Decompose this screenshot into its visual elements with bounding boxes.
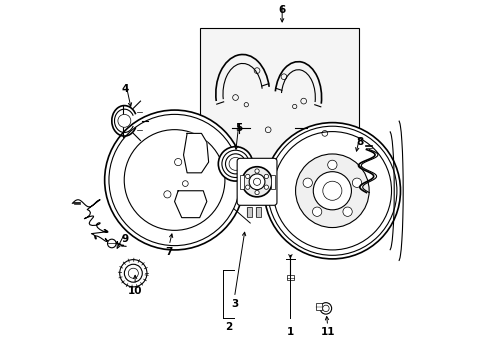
Circle shape [264, 174, 268, 179]
Circle shape [245, 174, 249, 179]
Circle shape [264, 123, 400, 259]
Circle shape [320, 303, 331, 314]
Circle shape [228, 157, 242, 170]
Text: 2: 2 [224, 322, 231, 332]
Circle shape [254, 169, 259, 173]
Circle shape [303, 178, 312, 188]
Circle shape [107, 239, 116, 248]
Bar [240, 175, 244, 189]
Circle shape [182, 181, 188, 186]
Text: 3: 3 [230, 299, 238, 309]
Circle shape [322, 305, 328, 312]
Bar [286, 275, 293, 280]
Text: 1: 1 [286, 327, 293, 337]
Circle shape [163, 191, 171, 198]
Circle shape [222, 150, 249, 177]
Text: 10: 10 [128, 286, 142, 296]
Circle shape [249, 174, 264, 190]
Circle shape [351, 178, 361, 188]
Circle shape [313, 172, 351, 210]
Circle shape [104, 110, 244, 250]
Circle shape [264, 185, 268, 189]
Circle shape [327, 160, 336, 170]
Circle shape [322, 181, 341, 200]
Circle shape [124, 130, 224, 230]
Circle shape [342, 207, 351, 216]
Circle shape [218, 147, 252, 181]
Polygon shape [174, 191, 206, 218]
Circle shape [312, 207, 321, 216]
Bar [315, 303, 321, 310]
Circle shape [128, 268, 138, 278]
Bar [256, 207, 261, 217]
Text: 8: 8 [356, 138, 363, 147]
Circle shape [109, 114, 240, 246]
Text: 9: 9 [122, 234, 128, 244]
Text: 11: 11 [320, 327, 334, 337]
Circle shape [118, 114, 131, 127]
Circle shape [174, 158, 182, 166]
Circle shape [295, 154, 368, 228]
FancyBboxPatch shape [237, 158, 276, 205]
Circle shape [124, 264, 142, 282]
Text: 5: 5 [235, 123, 242, 133]
Polygon shape [183, 134, 208, 173]
Bar [270, 175, 275, 189]
Circle shape [245, 185, 249, 189]
Circle shape [273, 132, 391, 250]
Text: 7: 7 [165, 247, 173, 257]
Text: 4: 4 [122, 84, 129, 94]
Bar [199, 28, 359, 164]
Circle shape [225, 154, 245, 174]
Circle shape [242, 167, 271, 197]
Circle shape [120, 260, 147, 287]
Circle shape [253, 178, 260, 185]
Circle shape [267, 126, 396, 255]
Circle shape [254, 190, 259, 195]
Text: 6: 6 [278, 5, 285, 15]
Bar [247, 207, 252, 217]
